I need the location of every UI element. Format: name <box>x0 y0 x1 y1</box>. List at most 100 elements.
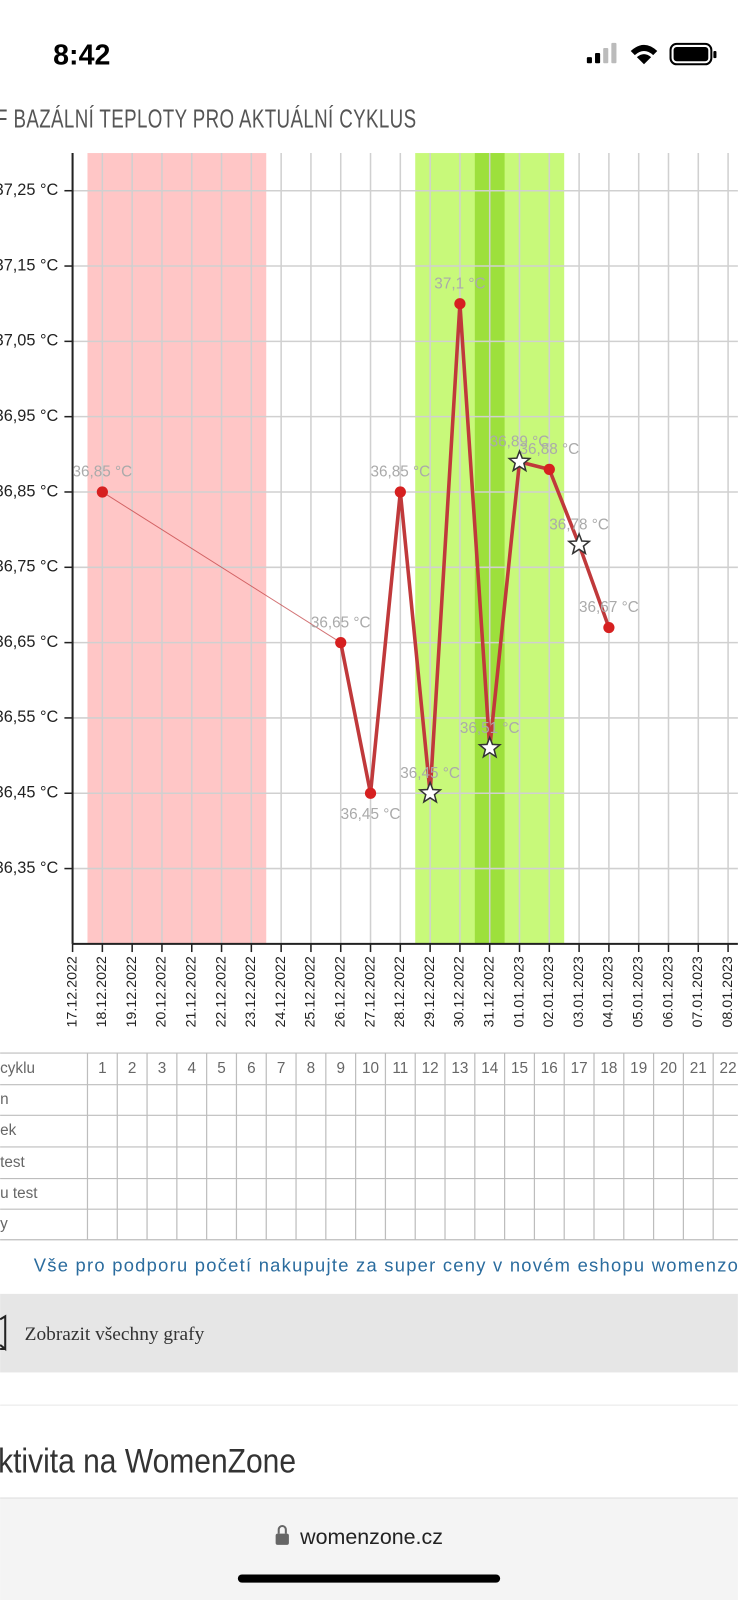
x-tick-label: 30.12.2022 <box>452 956 468 1027</box>
x-tick-label: 04.01.2023 <box>601 956 617 1027</box>
table-row-label: u test <box>0 1185 38 1202</box>
point <box>454 298 466 310</box>
value-label: 36,85 °C <box>370 464 430 481</box>
point <box>603 621 615 634</box>
value-label: 37,1 °C <box>434 275 485 292</box>
y-tick-label: 36,55 °C <box>0 708 58 726</box>
x-tick-label: 21.12.2022 <box>184 956 200 1027</box>
x-tick-label: 27.12.2022 <box>362 956 378 1027</box>
phase-band <box>87 153 267 944</box>
signal <box>586 57 592 64</box>
value-label: 36,67 °C <box>579 599 639 616</box>
button-bg[interactable] <box>0 1293 738 1373</box>
url[interactable]: womenzone.cz <box>299 1525 443 1549</box>
table-row-label: ek <box>0 1122 17 1139</box>
table-header-cell: 9 <box>336 1060 345 1077</box>
y-tick-label: 36,75 °C <box>0 558 58 576</box>
chart-title: F BAZÁLNÍ TEPLOTY PRO AKTUÁLNÍ CYKLUS <box>0 105 416 134</box>
battery-tip <box>713 51 717 59</box>
table-header-cell: 5 <box>217 1060 226 1077</box>
x-tick-label: 22.12.2022 <box>213 956 229 1027</box>
x-tick-label: 06.01.2023 <box>660 956 676 1027</box>
home-indicator <box>237 1574 501 1583</box>
table-header-cell: 2 <box>128 1060 137 1077</box>
time: 8:42 <box>53 39 110 71</box>
chart: 36,35 °C 36,45 °C 36,55 °C 36,65 °C 36,75 °C… <box>0 153 738 1028</box>
table-header-cell: 8 <box>307 1060 316 1077</box>
value-label: 36,65 °C <box>311 614 371 631</box>
x-tick-label: 08.01.2023 <box>720 956 736 1027</box>
table-header-cell: 14 <box>481 1060 499 1077</box>
star-point <box>417 780 443 804</box>
x-tick-label: 28.12.2022 <box>392 956 408 1027</box>
value-label: 36,89 °C <box>490 434 550 451</box>
table-row-label: y <box>0 1216 8 1233</box>
x-tick-label: 19.12.2022 <box>124 956 140 1027</box>
table-header-cell: 10 <box>362 1060 379 1077</box>
value-label: 36,45 °C <box>400 765 460 782</box>
table-header-cell: 17 <box>571 1060 588 1077</box>
table-header-cell: 13 <box>451 1060 468 1077</box>
signal <box>611 42 617 64</box>
x-tick-label: 07.01.2023 <box>690 956 706 1027</box>
point <box>335 637 347 649</box>
table-row-label: n <box>0 1091 9 1108</box>
star-point <box>477 735 502 759</box>
table: cyklu 1 2 3 4 5 6 7 8 9 10 11 12 13 14 15 16 17 18 19 20 21 22… <box>0 1052 738 1241</box>
table-header-cell: 18 <box>600 1060 617 1077</box>
y-tick-label: 36,95 °C <box>0 407 58 425</box>
table-row-label: test <box>0 1154 25 1171</box>
y-tick-label: 37,15 °C <box>0 256 58 274</box>
lock-shackle <box>277 1525 287 1534</box>
x-tick-label: 03.01.2023 <box>571 956 587 1027</box>
x-tick-label: 05.01.2023 <box>630 956 646 1027</box>
lock-icon <box>275 1533 289 1545</box>
point <box>96 486 108 498</box>
star-point <box>566 531 592 556</box>
point <box>394 486 406 498</box>
table-header-label: cyklu <box>0 1060 35 1077</box>
signal <box>603 47 609 64</box>
shop-link[interactable]: Vše pro podporu početí nakupujte za supe… <box>34 1254 738 1275</box>
x-tick-label: 01.01.2023 <box>511 956 527 1027</box>
gap-connector <box>102 491 342 644</box>
x-tick-label: 25.12.2022 <box>303 956 319 1027</box>
browser-bar <box>0 1497 738 1600</box>
point <box>543 463 555 475</box>
x-tick-label: 17.12.2022 <box>64 956 80 1027</box>
point <box>364 787 377 799</box>
value-label: 36,51 °C <box>460 720 520 737</box>
value-label: 36,85 °C <box>73 464 133 481</box>
table-header-cell: 21 <box>690 1060 707 1077</box>
table-header-cell: 6 <box>247 1060 256 1077</box>
status-bar: 8:42 <box>53 39 717 71</box>
value-label: 36,45 °C <box>341 806 401 823</box>
y-tick-label: 37,25 °C <box>0 181 58 199</box>
x-tick-label: 20.12.2022 <box>154 956 170 1027</box>
button-label[interactable]: Zobrazit všechny grafy <box>25 1324 205 1345</box>
table-header-cell: 4 <box>187 1060 196 1077</box>
y-tick-label: 36,65 °C <box>0 633 58 651</box>
x-tick-label: 29.12.2022 <box>422 956 438 1027</box>
table-header-cell: 7 <box>277 1060 286 1077</box>
table-header-cell: 3 <box>158 1060 167 1077</box>
x-tick-label: 02.01.2023 <box>541 956 557 1027</box>
x-tick-label: 31.12.2022 <box>481 956 497 1027</box>
table-header-cell: 11 <box>392 1060 408 1077</box>
y-tick-label: 36,35 °C <box>0 859 58 877</box>
table-header-cell: 12 <box>422 1060 439 1077</box>
wifi <box>630 44 658 65</box>
value-label: 36,78 °C <box>549 516 609 533</box>
chart-icon <box>0 1314 7 1352</box>
table-header-cell: 19 <box>630 1060 647 1077</box>
table-header-cell: 1 <box>98 1060 107 1077</box>
temperature-line <box>338 301 611 796</box>
star-point <box>507 449 532 473</box>
table-header-cell: 22 <box>720 1060 737 1077</box>
battery-level <box>673 46 709 62</box>
y-tick-label: 36,85 °C <box>0 482 58 500</box>
x-tick-label: 18.12.2022 <box>94 956 110 1027</box>
value-label: 36,88 °C <box>519 441 579 458</box>
section-heading: ktivita na WomenZone <box>0 1442 296 1480</box>
